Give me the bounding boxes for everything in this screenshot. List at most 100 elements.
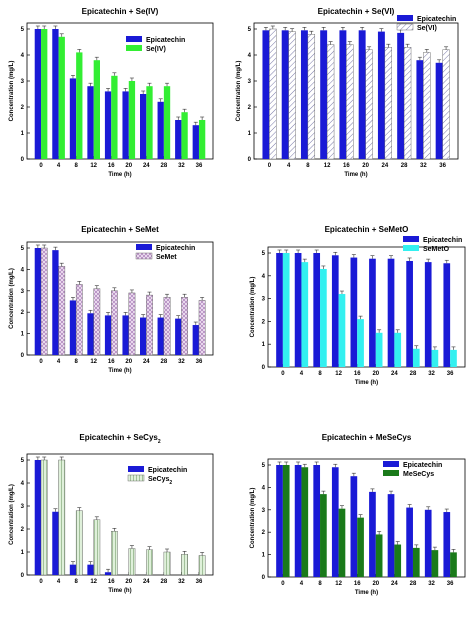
bar-epicatechin-24	[140, 94, 147, 159]
y-axis-label: Concentration (mg/L)	[236, 61, 242, 122]
bar-semeto-0	[282, 253, 290, 367]
y-tick-label: 4	[262, 274, 266, 280]
bar-mesecys-20	[375, 534, 383, 577]
x-tick-label: 0	[39, 163, 43, 169]
bar-epicatechin-4	[294, 465, 302, 577]
legend-swatch	[128, 466, 144, 472]
chart-title: Epicatechin + MeSeCys	[322, 433, 412, 442]
legend-label: Epicatechin	[403, 462, 442, 469]
x-tick-label: 8	[74, 579, 78, 585]
x-tick-label: 36	[196, 579, 203, 585]
bar-epicatechin-8	[313, 253, 321, 367]
plot-frame	[26, 22, 214, 160]
y-axis-label: Concentration (mg/L)	[250, 488, 256, 549]
bar-epicatechin-0	[262, 30, 270, 159]
bar-epicatechin-24	[387, 258, 395, 367]
x-tick-label: 12	[90, 579, 97, 585]
legend-swatch	[126, 36, 142, 42]
y-tick-label: 3	[248, 79, 252, 85]
x-tick-label: 12	[335, 581, 342, 587]
bar-se-iv--24	[146, 86, 153, 159]
y-tick-label: 2	[262, 319, 266, 325]
x-tick-label: 32	[428, 581, 435, 587]
x-tick-label: 20	[125, 579, 132, 585]
chart-title-subscript: 2	[158, 439, 161, 445]
x-tick-label: 0	[281, 581, 285, 587]
bar-secys-28	[163, 551, 171, 576]
bar-mesecys-16	[357, 517, 364, 577]
y-tick-label: 5	[21, 27, 25, 33]
x-tick-label: 32	[178, 579, 185, 585]
bar-epicatechin-12	[87, 86, 94, 159]
x-tick-label: 20	[125, 359, 132, 365]
bar-se-vi--16	[346, 44, 354, 160]
bar-epicatechin-32	[424, 262, 432, 367]
bar-epicatechin-4	[52, 29, 59, 159]
x-tick-label: 24	[382, 163, 389, 169]
y-tick-label: 2	[21, 105, 25, 111]
bar-epicatechin-0	[276, 253, 283, 367]
y-axis-label: Concentration (mg/L)	[9, 61, 15, 122]
x-tick-label: 12	[324, 163, 331, 169]
bar-semeto-28	[412, 348, 420, 367]
bar-epicatechin-12	[87, 313, 94, 355]
y-tick-label: 1	[21, 332, 25, 338]
bar-mesecys-24	[394, 544, 402, 577]
y-axis-label: Concentration (mg/L)	[9, 484, 15, 545]
y-tick-label: 2	[262, 530, 266, 536]
legend-swatch	[127, 474, 145, 482]
x-tick-label: 8	[318, 581, 322, 587]
legend-swatch	[403, 245, 419, 251]
bar-semeto-36	[450, 349, 457, 367]
bar-semet-24	[146, 294, 153, 356]
x-tick-label: 28	[161, 359, 168, 365]
y-tick-label: 3	[21, 79, 25, 85]
y-tick-label: 4	[21, 267, 25, 273]
x-tick-label: 4	[57, 579, 61, 585]
bar-epicatechin-8	[69, 300, 77, 355]
bar-epicatechin-0	[34, 248, 42, 355]
legend-swatch	[383, 470, 399, 476]
plot-frame	[267, 246, 466, 368]
x-tick-label: 8	[74, 359, 78, 365]
x-tick-label: 16	[108, 579, 115, 585]
x-tick-label: 20	[362, 163, 369, 169]
x-tick-label: 0	[39, 579, 43, 585]
y-tick-label: 0	[262, 365, 266, 371]
bar-epicatechin-20	[369, 491, 376, 577]
x-tick-label: 4	[57, 163, 61, 169]
legend-swatch	[396, 23, 414, 31]
chart-panel-6: Epicatechin + MeSeCys012345Concentration…	[250, 433, 466, 596]
x-tick-label: 24	[391, 581, 398, 587]
bar-semeto-12	[338, 294, 346, 367]
bar-se-iv--20	[128, 81, 136, 159]
y-tick-label: 1	[262, 553, 266, 559]
x-tick-label: 20	[372, 371, 379, 377]
x-tick-label: 32	[428, 371, 435, 377]
x-tick-label: 36	[196, 163, 203, 169]
bar-secys-20	[128, 548, 136, 576]
x-tick-label: 28	[410, 581, 417, 587]
bar-se-iv--0	[41, 29, 48, 159]
bar-epicatechin-28	[157, 101, 164, 159]
bar-secys-8	[75, 510, 83, 576]
x-tick-label: 36	[196, 359, 203, 365]
x-tick-label: 28	[161, 163, 168, 169]
bar-semet-8	[75, 284, 83, 356]
x-tick-label: 16	[108, 163, 115, 169]
bar-mesecys-36	[450, 552, 457, 577]
x-tick-label: 12	[90, 163, 97, 169]
y-tick-label: 5	[248, 27, 252, 33]
x-tick-label: 24	[143, 163, 150, 169]
chart-panel-1: Epicatechin + Se(IV)012345Concentration …	[9, 7, 214, 178]
chart-title: Epicatechin + SeCys2	[79, 433, 160, 445]
y-tick-label: 4	[262, 485, 266, 491]
bar-secys-24	[146, 549, 153, 576]
bar-epicatechin-36	[443, 512, 451, 577]
bar-epicatechin-36	[443, 263, 451, 367]
bar-semet-0	[40, 247, 48, 356]
bar-semet-16	[111, 290, 118, 356]
x-tick-label: 32	[420, 163, 427, 169]
x-tick-label: 4	[57, 359, 61, 365]
plot-frame	[267, 458, 466, 578]
